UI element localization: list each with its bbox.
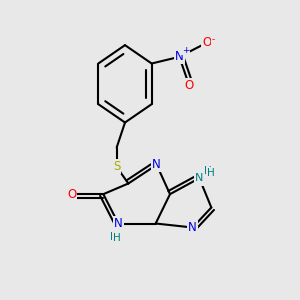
Text: N: N [175,50,184,63]
Text: N: N [114,217,123,230]
Text: H: H [205,166,212,176]
Text: O: O [185,79,194,92]
Text: N: N [195,173,203,183]
Text: N: N [114,217,123,230]
Text: H: H [110,232,118,242]
Text: H: H [113,233,121,243]
Text: -: - [212,35,215,44]
Text: O: O [202,36,211,49]
Text: H: H [207,168,214,178]
Text: S: S [113,160,120,173]
Text: N: N [114,217,123,230]
Text: N: N [188,221,197,234]
Text: O: O [67,188,76,201]
Text: +: + [182,46,190,55]
Text: N: N [152,158,161,171]
Text: N: N [195,172,204,185]
